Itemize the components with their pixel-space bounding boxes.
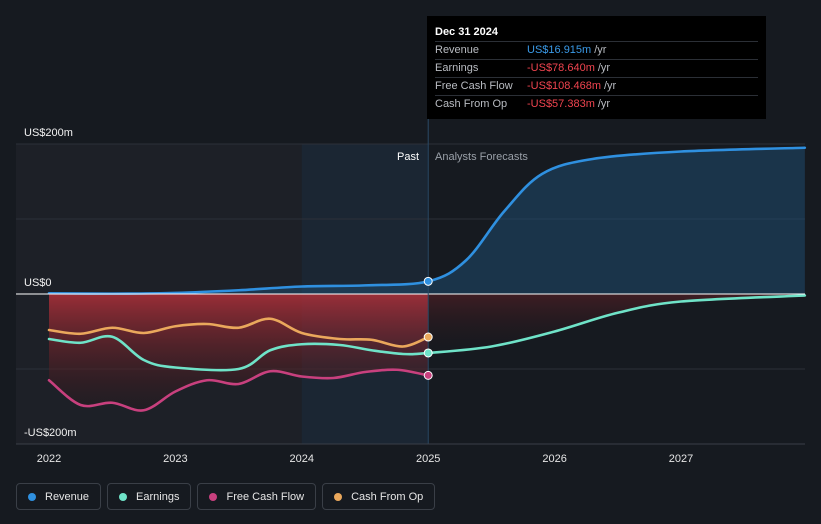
tooltip-date: Dec 31 2024 [435,26,498,38]
x-tick-label: 2023 [163,453,187,465]
tooltip-label: Revenue [435,44,480,56]
free-cash-flow-marker[interactable] [423,370,433,380]
legend-dot-icon [119,492,128,501]
series-end-markers [423,276,433,380]
tooltip-value: US$16.915m [527,44,592,56]
earnings-line [47,294,807,372]
tooltip-row-earnings: Earnings -US$78.640m /yr [435,59,758,77]
revenue-area [49,147,805,294]
x-tick-label: 2026 [542,453,566,465]
revenue-marker[interactable] [423,276,433,286]
y-axis-labels: US$200m US$0 -US$200m [24,127,77,439]
past-label: Past [397,151,419,163]
negative-area-past [49,294,429,411]
legend-dot-icon [334,492,343,501]
legend-label: Earnings [136,490,180,503]
y-tick-label: US$0 [24,277,52,289]
legend-label: Cash From Op [351,490,424,503]
tooltip-row-cash-from-op: Cash From Op -US$57.383m /yr [435,95,758,113]
revenue-line [47,146,807,295]
legend-label: Revenue [45,490,90,503]
legend-item-free-cash-flow[interactable]: Free Cash Flow [197,483,317,510]
tooltip-unit: /yr [597,98,611,110]
legend-label: Free Cash Flow [226,490,305,503]
area-fills [49,147,805,411]
x-tick-label: 2027 [669,453,693,465]
tooltip-unit: /yr [604,80,617,92]
x-tick-label: 2025 [416,453,440,465]
tooltip-row-revenue: Revenue US$16.915m /yr [435,41,758,59]
tooltip-label: Free Cash Flow [435,80,513,92]
tooltip-label: Cash From Op [435,98,508,110]
data-tooltip: Dec 31 2024 Revenue US$16.915m /yr Earni… [427,16,766,119]
tooltip-value: -US$108.468m [527,80,601,92]
legend-item-earnings[interactable]: Earnings [107,483,192,510]
legend-dot-icon [209,492,218,501]
tooltip-unit: /yr [597,62,611,74]
tooltip-row-free-cash-flow: Free Cash Flow -US$108.468m /yr [435,77,758,95]
series-lines [47,146,807,412]
legend-item-revenue[interactable]: Revenue [16,483,102,510]
chart-legend: Revenue Earnings Free Cash Flow Cash Fro… [16,483,436,510]
legend-dot-icon [28,492,36,501]
x-axis-labels: 2022 2023 2024 2025 2026 2027 [37,453,693,465]
forecast-label: Analysts Forecasts [435,151,528,163]
y-tick-label: US$200m [24,127,73,139]
tooltip-value: -US$57.383m [527,98,595,110]
tooltip-unit: /yr [594,44,607,56]
negative-area-forecast [428,294,805,353]
earnings-marker[interactable] [423,348,433,358]
tooltip-value: -US$78.640m [527,62,595,74]
x-tick-label: 2022 [37,453,61,465]
x-tick-label: 2024 [290,453,314,465]
tooltip-label: Earnings [435,62,479,74]
free-cash-flow-line [47,368,430,412]
cash-from-op-marker[interactable] [423,332,433,342]
legend-item-cash-from-op[interactable]: Cash From Op [322,483,436,510]
y-tick-label: -US$200m [24,427,77,439]
cash-from-op-line [47,317,430,348]
